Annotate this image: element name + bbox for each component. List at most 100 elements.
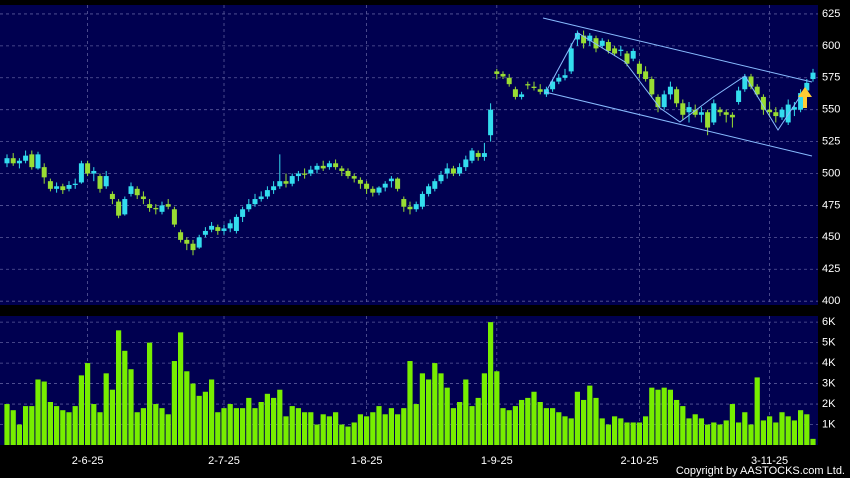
candle-body bbox=[407, 206, 413, 210]
volume-bar bbox=[444, 387, 450, 445]
volume-bar bbox=[612, 416, 618, 445]
candle-body bbox=[729, 114, 735, 118]
candle-body bbox=[804, 82, 810, 91]
y-tick-label: 625 bbox=[822, 8, 840, 20]
volume-bar bbox=[370, 412, 376, 445]
volume-bar bbox=[382, 414, 388, 445]
volume-bar bbox=[395, 414, 401, 445]
candle-body bbox=[147, 204, 153, 208]
volume-bar bbox=[537, 402, 543, 445]
x-tick-label: 2-6-25 bbox=[72, 455, 104, 467]
candle-body bbox=[754, 86, 760, 95]
volume-bar bbox=[723, 420, 729, 445]
volume-bar bbox=[519, 399, 525, 445]
volume-bar bbox=[742, 412, 748, 445]
y-tick-label: 2K bbox=[822, 398, 836, 410]
volume-bar bbox=[680, 406, 686, 445]
volume-bar bbox=[698, 418, 704, 445]
candle-body bbox=[773, 112, 779, 117]
candle-body bbox=[302, 173, 308, 175]
candle-body bbox=[655, 96, 661, 108]
volume-bar bbox=[655, 389, 661, 445]
volume-bar bbox=[140, 408, 146, 445]
volume-bar bbox=[165, 414, 171, 445]
candle-body bbox=[277, 181, 283, 187]
volume-bar bbox=[450, 408, 456, 445]
volume-bar bbox=[308, 412, 314, 445]
volume-bar bbox=[525, 397, 531, 445]
volume-bar bbox=[277, 389, 283, 445]
volume-bar bbox=[60, 410, 66, 445]
candle-body bbox=[680, 103, 686, 115]
volume-bar bbox=[202, 391, 208, 445]
volume-bar bbox=[717, 424, 723, 445]
candle-body bbox=[382, 183, 388, 188]
volume-bar bbox=[798, 410, 804, 445]
volume-bar bbox=[432, 363, 438, 445]
candle-body bbox=[587, 35, 593, 41]
candle-body bbox=[153, 207, 159, 210]
x-tick-label: 2-7-25 bbox=[208, 455, 240, 467]
volume-bar bbox=[10, 410, 16, 445]
volume-bar bbox=[264, 393, 270, 445]
y-tick-label: 400 bbox=[822, 295, 840, 307]
y-tick-label: 425 bbox=[822, 263, 840, 275]
volume-bar bbox=[54, 406, 60, 445]
candle-body bbox=[556, 77, 562, 82]
candle-body bbox=[432, 181, 438, 189]
y-tick-label: 550 bbox=[822, 104, 840, 116]
candle-body bbox=[184, 239, 190, 244]
volume-bar bbox=[16, 424, 22, 445]
volume-bar bbox=[122, 350, 128, 445]
y-tick-label: 600 bbox=[822, 40, 840, 52]
volume-bar bbox=[674, 399, 680, 445]
candle-body bbox=[469, 150, 475, 161]
candle-body bbox=[612, 48, 618, 54]
channel-lower bbox=[544, 91, 813, 157]
candle-body bbox=[711, 103, 717, 123]
volume-bar bbox=[760, 420, 766, 445]
volume-bar bbox=[686, 418, 692, 445]
volume-bar bbox=[587, 385, 593, 445]
volume-bar bbox=[407, 361, 413, 445]
candle-body bbox=[395, 178, 401, 189]
volume-bar bbox=[333, 412, 339, 445]
volume-bar bbox=[500, 408, 506, 445]
volume-bar bbox=[543, 408, 549, 445]
candle-body bbox=[66, 185, 72, 189]
candle-body bbox=[326, 163, 332, 168]
x-tick-label: 1-9-25 bbox=[481, 455, 513, 467]
volume-bar bbox=[283, 416, 289, 445]
candle-body bbox=[240, 209, 246, 217]
volume-bar bbox=[736, 422, 742, 445]
candle-body bbox=[457, 167, 463, 174]
candle-body bbox=[116, 201, 122, 216]
volume-bar bbox=[221, 408, 227, 445]
volume-bar bbox=[295, 408, 301, 445]
volume-bar bbox=[153, 404, 159, 445]
volume-bar bbox=[605, 424, 611, 445]
volume-bar bbox=[215, 412, 221, 445]
volume-bar bbox=[302, 412, 308, 445]
volume-bar bbox=[643, 416, 649, 445]
candle-body bbox=[4, 158, 10, 164]
candle-body bbox=[550, 81, 556, 90]
volume-bar bbox=[41, 381, 47, 445]
candle-body bbox=[661, 94, 667, 108]
candle-body bbox=[506, 77, 512, 85]
candle-body bbox=[500, 73, 506, 77]
candle-body bbox=[736, 90, 742, 103]
y-tick-label: 450 bbox=[822, 231, 840, 243]
volume-bar bbox=[78, 375, 84, 445]
candle-body bbox=[351, 176, 357, 179]
candle-body bbox=[618, 49, 624, 51]
candle-body bbox=[624, 53, 630, 64]
candle-body bbox=[481, 153, 487, 157]
y-tick-label: 6K bbox=[822, 316, 836, 328]
candle-body bbox=[209, 225, 215, 230]
volume-bar bbox=[481, 373, 487, 445]
volume-bar bbox=[599, 418, 605, 445]
volume-bar bbox=[345, 426, 351, 445]
candle-body bbox=[649, 79, 655, 95]
volume-bar bbox=[240, 408, 246, 445]
